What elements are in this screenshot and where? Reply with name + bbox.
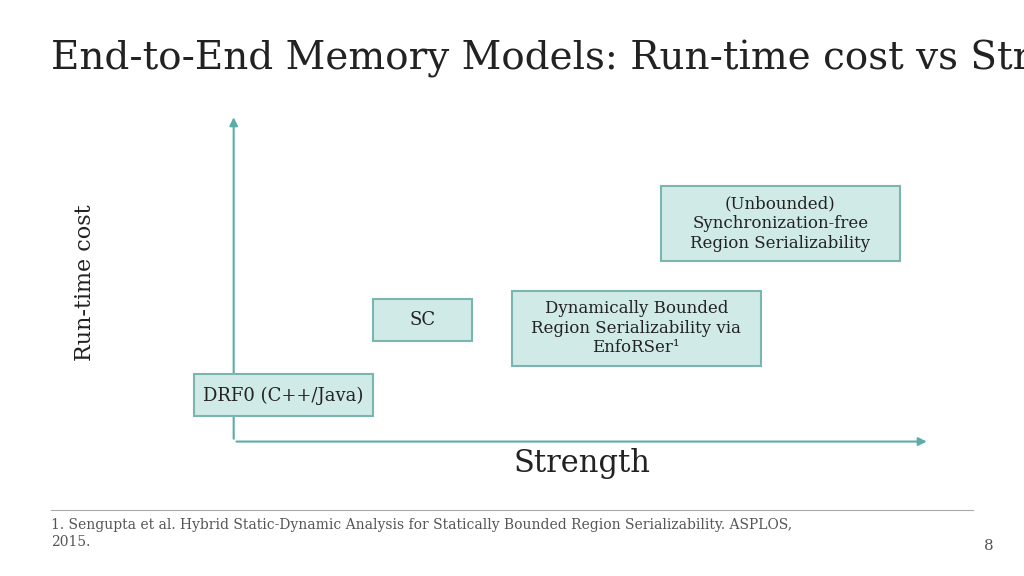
FancyBboxPatch shape xyxy=(512,291,761,366)
Text: Run-time cost: Run-time cost xyxy=(74,204,95,361)
Text: End-to-End Memory Models: Run-time cost vs Strength: End-to-End Memory Models: Run-time cost … xyxy=(51,40,1024,78)
Text: 1. Sengupta et al. Hybrid Static-Dynamic Analysis for Statically Bounded Region : 1. Sengupta et al. Hybrid Static-Dynamic… xyxy=(51,518,793,548)
Text: Dynamically Bounded
Region Serializability via
EnfoRSer¹: Dynamically Bounded Region Serializabili… xyxy=(531,300,741,357)
Text: (Unbounded)
Synchronization-free
Region Serializability: (Unbounded) Synchronization-free Region … xyxy=(690,195,870,252)
Text: 8: 8 xyxy=(984,539,993,553)
FancyBboxPatch shape xyxy=(662,186,900,262)
FancyBboxPatch shape xyxy=(373,299,472,341)
Text: Strength: Strength xyxy=(513,448,650,479)
Text: DRF0 (C++/Java): DRF0 (C++/Java) xyxy=(203,386,364,404)
Text: SC: SC xyxy=(410,311,435,329)
FancyBboxPatch shape xyxy=(194,374,373,416)
